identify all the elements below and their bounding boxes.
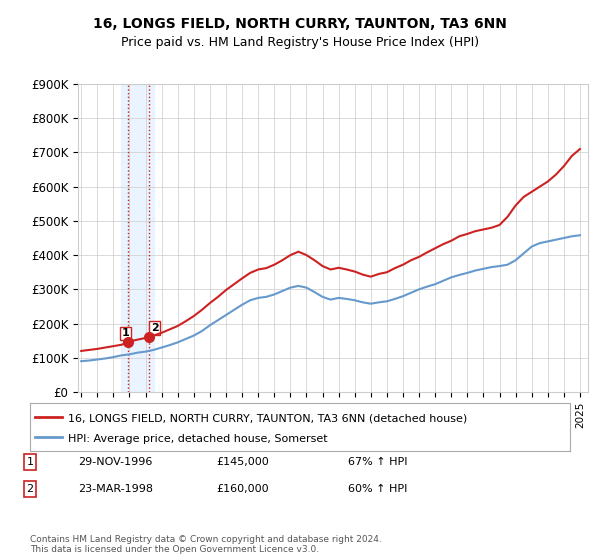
Text: 2: 2 [151,323,159,333]
Text: 1: 1 [26,457,34,467]
Text: £145,000: £145,000 [216,457,269,467]
Text: 29-NOV-1996: 29-NOV-1996 [78,457,152,467]
Text: Contains HM Land Registry data © Crown copyright and database right 2024.
This d: Contains HM Land Registry data © Crown c… [30,535,382,554]
Text: 60% ↑ HPI: 60% ↑ HPI [348,484,407,494]
Text: 67% ↑ HPI: 67% ↑ HPI [348,457,407,467]
Text: £160,000: £160,000 [216,484,269,494]
Bar [121,84,154,392]
Text: 16, LONGS FIELD, NORTH CURRY, TAUNTON, TA3 6NN: 16, LONGS FIELD, NORTH CURRY, TAUNTON, T… [93,17,507,31]
Text: 23-MAR-1998: 23-MAR-1998 [78,484,153,494]
Text: HPI: Average price, detached house, Somerset: HPI: Average price, detached house, Some… [68,435,328,445]
Text: 16, LONGS FIELD, NORTH CURRY, TAUNTON, TA3 6NN (detached house): 16, LONGS FIELD, NORTH CURRY, TAUNTON, T… [68,413,467,423]
Text: 2: 2 [26,484,34,494]
Text: 1: 1 [122,328,130,338]
Text: Price paid vs. HM Land Registry's House Price Index (HPI): Price paid vs. HM Land Registry's House … [121,36,479,49]
